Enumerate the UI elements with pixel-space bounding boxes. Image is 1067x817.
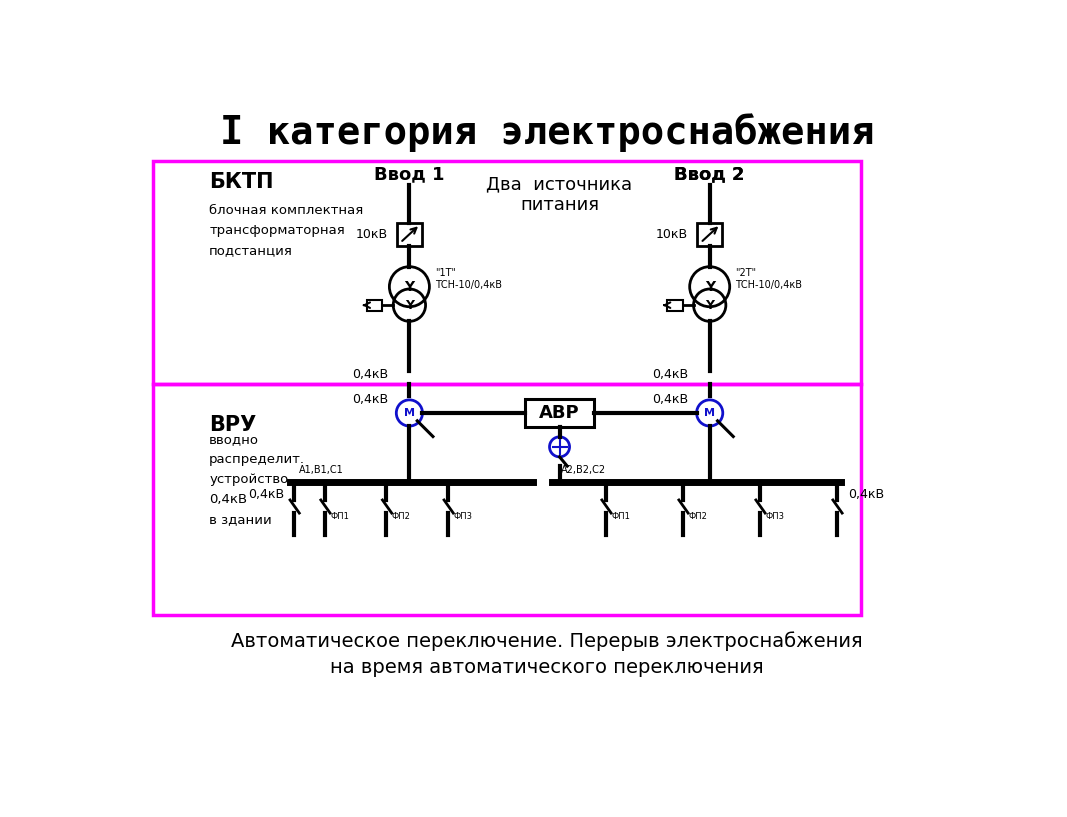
Text: 0,4кВ: 0,4кВ [352,368,387,381]
Text: ФП3: ФП3 [765,511,784,520]
Text: А2,В2,С2: А2,В2,С2 [561,465,606,475]
Text: 10кВ: 10кВ [656,228,688,241]
FancyBboxPatch shape [698,223,722,246]
Text: АВР: АВР [539,404,579,422]
Text: ФП2: ФП2 [688,511,707,520]
Text: А1,В1,С1: А1,В1,С1 [299,465,344,475]
Text: вводно
распределит.
устройство
0,4кВ
в здании: вводно распределит. устройство 0,4кВ в з… [209,433,305,525]
Text: 10кВ: 10кВ [355,228,387,241]
Text: ФП2: ФП2 [392,511,411,520]
Text: ВРУ: ВРУ [209,414,256,435]
Text: БКТП: БКТП [209,172,274,192]
Text: блочная комплектная
трансформаторная
подстанция: блочная комплектная трансформаторная под… [209,204,364,257]
Text: Два  источника: Два источника [487,176,633,194]
Text: ФП3: ФП3 [453,511,473,520]
Text: "1Т"
ТСН-10/0,4кВ: "1Т" ТСН-10/0,4кВ [435,268,501,290]
Text: 0,4кВ: 0,4кВ [848,488,885,501]
Text: Ввод 2: Ввод 2 [674,165,745,183]
Text: Y: Y [705,299,714,311]
Text: M: M [704,408,715,418]
Text: ФП1: ФП1 [611,511,630,520]
Text: 0,4кВ: 0,4кВ [248,488,284,501]
Text: I категория электроснабжения: I категория электроснабжения [220,114,874,152]
Text: питания: питания [520,196,599,214]
Text: 0,4кВ: 0,4кВ [652,393,688,406]
Text: Автоматическое переключение. Перерыв электроснабжения: Автоматическое переключение. Перерыв эле… [232,631,862,650]
FancyBboxPatch shape [367,300,382,310]
FancyBboxPatch shape [397,223,421,246]
Text: Ввод 1: Ввод 1 [375,165,445,183]
Text: на время автоматического переключения: на время автоматического переключения [330,658,764,676]
Text: Y: Y [404,279,414,293]
Text: M: M [404,408,415,418]
Text: Ввод 2: Ввод 2 [674,165,745,183]
Text: 0,4кВ: 0,4кВ [352,393,387,406]
FancyBboxPatch shape [525,400,594,426]
Text: Y: Y [704,279,715,293]
Text: 0,4кВ: 0,4кВ [652,368,688,381]
Text: Y: Y [404,299,414,311]
FancyBboxPatch shape [667,300,683,310]
Text: ФП1: ФП1 [330,511,349,520]
Text: "2Т"
ТСН-10/0,4кВ: "2Т" ТСН-10/0,4кВ [735,268,802,290]
